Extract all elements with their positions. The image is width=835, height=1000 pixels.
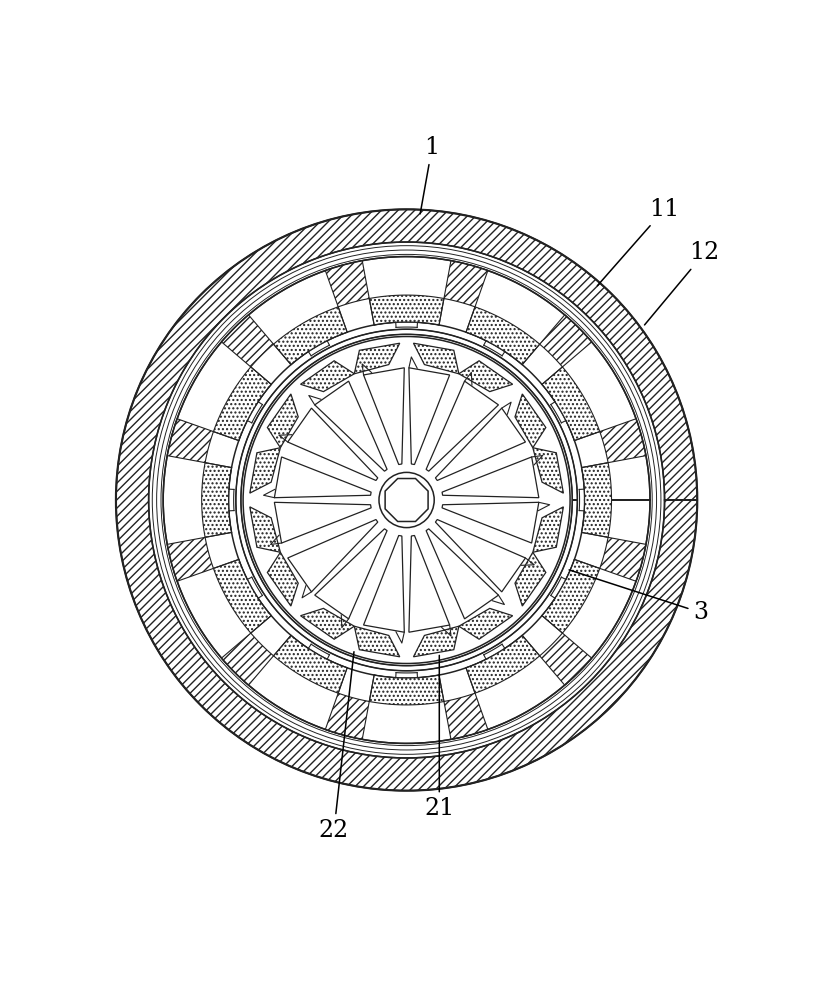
Text: 1: 1 (420, 136, 439, 214)
Polygon shape (363, 368, 404, 465)
Polygon shape (315, 381, 387, 471)
Polygon shape (315, 529, 387, 619)
Polygon shape (533, 448, 564, 493)
Polygon shape (116, 209, 697, 791)
Text: 22: 22 (319, 652, 354, 842)
Polygon shape (533, 507, 564, 552)
Polygon shape (354, 343, 400, 374)
Polygon shape (274, 307, 347, 365)
Polygon shape (163, 257, 650, 743)
Polygon shape (221, 315, 274, 367)
Polygon shape (214, 367, 271, 441)
Polygon shape (426, 529, 498, 619)
Polygon shape (250, 448, 281, 493)
Polygon shape (214, 559, 271, 633)
Polygon shape (369, 295, 444, 325)
Polygon shape (444, 693, 488, 739)
Polygon shape (301, 361, 354, 392)
Polygon shape (435, 408, 525, 480)
Polygon shape (409, 535, 450, 632)
Polygon shape (542, 367, 600, 441)
Polygon shape (363, 535, 404, 632)
Polygon shape (459, 361, 513, 392)
Polygon shape (600, 419, 646, 463)
Polygon shape (221, 633, 274, 685)
Polygon shape (582, 463, 611, 537)
Polygon shape (539, 633, 592, 685)
Polygon shape (288, 408, 377, 480)
Polygon shape (326, 693, 369, 739)
Polygon shape (385, 479, 428, 521)
Polygon shape (539, 315, 592, 367)
Text: 21: 21 (424, 655, 454, 820)
Polygon shape (466, 635, 539, 693)
Text: 3: 3 (569, 570, 708, 624)
Polygon shape (435, 520, 525, 592)
Polygon shape (600, 537, 646, 581)
Polygon shape (326, 261, 369, 307)
Circle shape (379, 472, 434, 528)
Polygon shape (442, 457, 539, 498)
Polygon shape (274, 635, 347, 693)
Polygon shape (250, 507, 281, 552)
Polygon shape (409, 368, 450, 465)
Polygon shape (202, 463, 231, 537)
Polygon shape (459, 608, 513, 639)
Polygon shape (413, 343, 459, 374)
Polygon shape (444, 261, 488, 307)
Polygon shape (167, 419, 214, 463)
Polygon shape (267, 552, 298, 606)
Polygon shape (466, 307, 539, 365)
Circle shape (243, 337, 570, 663)
Polygon shape (542, 559, 600, 633)
Polygon shape (167, 537, 214, 581)
Polygon shape (235, 329, 577, 671)
Polygon shape (275, 457, 371, 498)
Polygon shape (426, 381, 498, 471)
Polygon shape (442, 502, 539, 543)
Polygon shape (369, 675, 444, 705)
Polygon shape (267, 394, 298, 448)
Polygon shape (275, 502, 371, 543)
Polygon shape (515, 552, 546, 606)
Polygon shape (288, 520, 377, 592)
Text: 12: 12 (645, 241, 720, 325)
Polygon shape (413, 626, 459, 657)
Text: 11: 11 (597, 198, 680, 286)
Polygon shape (301, 608, 354, 639)
Polygon shape (515, 394, 546, 448)
Polygon shape (354, 626, 400, 657)
